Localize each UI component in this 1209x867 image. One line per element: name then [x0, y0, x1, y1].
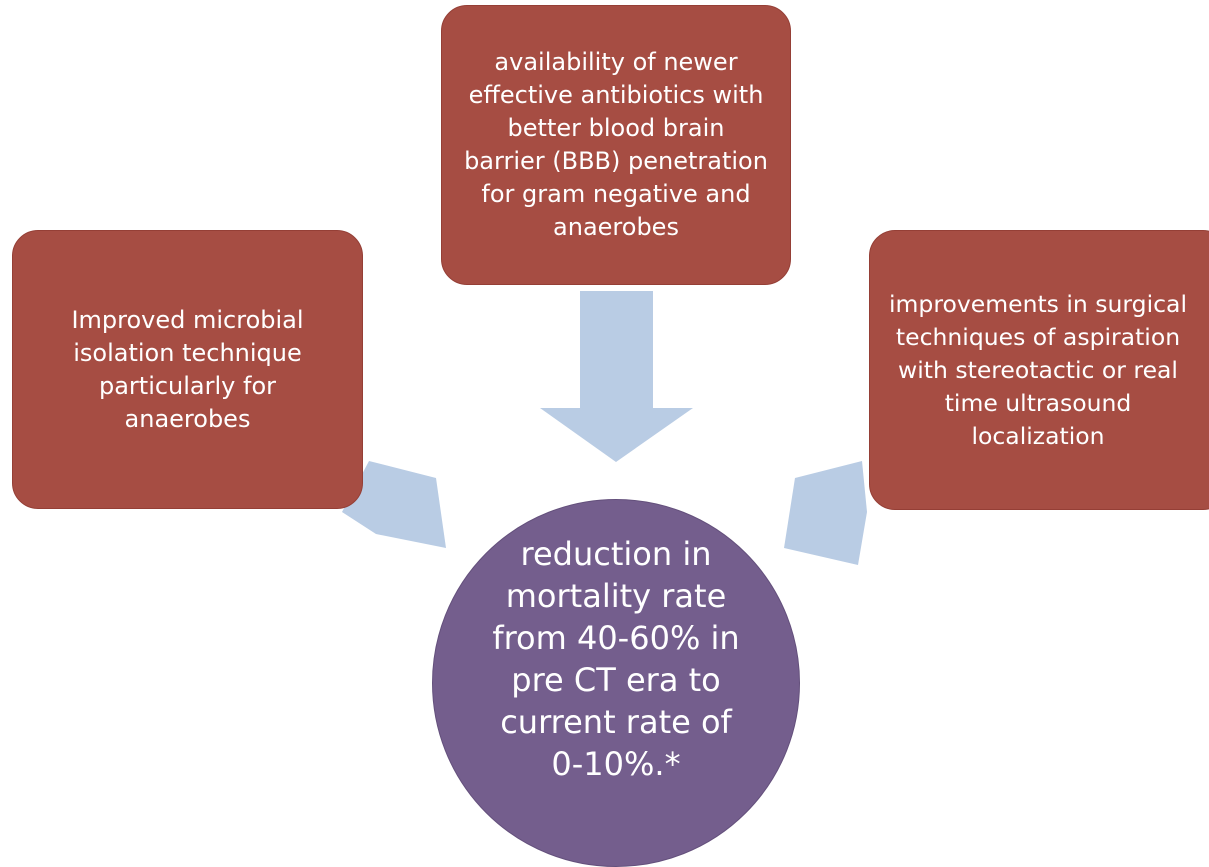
arrow-down [540, 291, 693, 462]
surgical-techniques-text: improvements in surgical techniques of a… [889, 289, 1187, 450]
newer-antibiotics-text: availability of newer effective antibiot… [464, 48, 768, 241]
improved-isolation-text: Improved microbial isolation technique p… [71, 305, 304, 433]
newer-antibiotics-box: availability of newer effective antibiot… [441, 5, 791, 285]
arrow-down-left-right [784, 461, 867, 565]
arrow-down-right-left [342, 461, 446, 548]
surgical-techniques-box: improvements in surgical techniques of a… [869, 230, 1209, 510]
mortality-reduction-circle: reduction in mortality rate from 40-60% … [432, 499, 800, 867]
improved-isolation-box: Improved microbial isolation technique p… [12, 230, 363, 509]
mortality-reduction-text: reduction in mortality rate from 40-60% … [492, 535, 740, 783]
